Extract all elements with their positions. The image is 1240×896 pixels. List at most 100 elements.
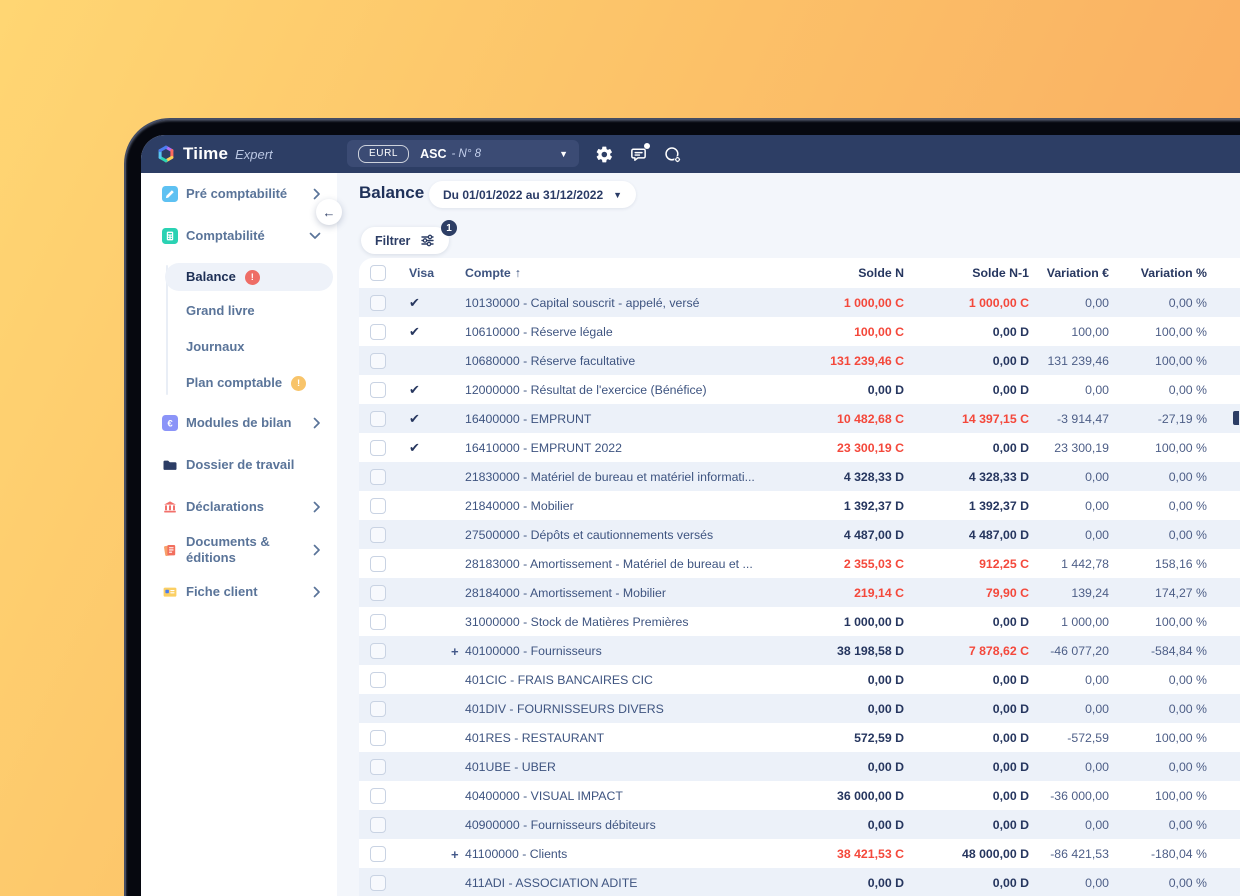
row-checkbox[interactable] xyxy=(370,294,386,311)
column-header-solde-n[interactable]: Solde N xyxy=(858,266,904,280)
row-checkbox[interactable] xyxy=(370,816,386,833)
clipped-column-fragment xyxy=(1233,411,1239,425)
account-label: 31000000 - Stock de Matières Premières xyxy=(465,614,689,629)
sidebar-collapse-button[interactable]: ← xyxy=(316,199,342,225)
period-selector[interactable]: Du 01/01/2022 au 31/12/2022 ▼ xyxy=(429,181,637,208)
table-row[interactable]: ✔ 16410000 - EMPRUNT 2022 23 300,19 C 0,00 … xyxy=(359,433,1240,462)
help-icon[interactable] xyxy=(663,145,682,164)
row-checkbox[interactable] xyxy=(370,439,386,456)
table-row[interactable]: 411ADI - ASSOCIATION ADITE 0,00 D 0,00 D 0,… xyxy=(359,868,1240,896)
row-checkbox[interactable] xyxy=(370,787,386,804)
sidebar-item-pre-comptabilite[interactable]: Pré comptabilité xyxy=(141,180,337,208)
row-checkbox[interactable] xyxy=(370,381,386,398)
sidebar-item-label: Documents & éditions xyxy=(186,533,270,565)
variation-eur: -86 421,53 xyxy=(1050,846,1109,861)
table-row[interactable]: 31000000 - Stock de Matières Premières 1 … xyxy=(359,607,1240,636)
table-row[interactable]: 28184000 - Amortissement - Mobilier 219,1… xyxy=(359,578,1240,607)
table-row[interactable]: +40100000 - Fournisseurs 38 198,58 D 7 878… xyxy=(359,636,1240,665)
table-row[interactable]: 401RES - RESTAURANT 572,59 D 0,00 D -572,59… xyxy=(359,723,1240,752)
row-checkbox[interactable] xyxy=(370,700,386,717)
variation-eur: 0,00 xyxy=(1085,672,1109,687)
row-checkbox[interactable] xyxy=(370,671,386,688)
column-header-variation-pct[interactable]: Variation % xyxy=(1140,266,1207,280)
account-label: 21830000 - Matériel de bureau et matérie… xyxy=(465,469,755,484)
company-switcher[interactable]: EURL ASC - N° 8 ▼ xyxy=(347,140,579,167)
sidebar-item-label: Modules de bilan xyxy=(186,414,292,430)
sidebar-item-grand-livre[interactable]: Grand livre xyxy=(141,297,337,325)
sidebar-item-label: Comptabilité xyxy=(186,227,265,243)
account-label: +41100000 - Clients xyxy=(451,846,568,861)
settings-icon[interactable] xyxy=(595,145,614,164)
row-checkbox[interactable] xyxy=(370,555,386,572)
row-checkbox[interactable] xyxy=(370,584,386,601)
brand-suffix: Expert xyxy=(235,146,273,162)
visa-check-icon: ✔ xyxy=(409,323,420,339)
variation-eur: -36 000,00 xyxy=(1050,788,1109,803)
row-checkbox[interactable] xyxy=(370,642,386,659)
table-row[interactable]: +41100000 - Clients 38 421,53 C 48 000,00 … xyxy=(359,839,1240,868)
filter-button[interactable]: Filtrer xyxy=(361,227,450,254)
row-checkbox[interactable] xyxy=(370,410,386,427)
sidebar-item-dossier-de-travail[interactable]: Dossier de travail xyxy=(141,451,337,479)
sidebar-item-comptabilite[interactable]: Comptabilité xyxy=(141,222,337,250)
expand-plus-icon[interactable]: + xyxy=(451,643,459,658)
table-row[interactable]: 40400000 - VISUAL IMPACT 36 000,00 D 0,00 … xyxy=(359,781,1240,810)
account-label: 401DIV - FOURNISSEURS DIVERS xyxy=(465,701,664,716)
table-row[interactable]: 21840000 - Mobilier 1 392,37 D 1 392,37 D 0… xyxy=(359,491,1240,520)
column-header-variation-eur[interactable]: Variation € xyxy=(1046,266,1109,280)
column-header-visa[interactable]: Visa xyxy=(409,266,435,280)
variation-eur: 0,00 xyxy=(1085,817,1109,832)
account-label: 401RES - RESTAURANT xyxy=(465,730,605,745)
table-row[interactable]: ✔ 10610000 - Réserve légale 100,00 C 0,00 D… xyxy=(359,317,1240,346)
sidebar-item-balance[interactable]: Balance! xyxy=(141,263,337,291)
table-row[interactable]: ✔ 10130000 - Capital souscrit - appelé, v… xyxy=(359,288,1240,317)
row-checkbox[interactable] xyxy=(370,323,386,340)
column-header-compte[interactable]: Compte ↑ xyxy=(465,266,521,280)
row-checkbox[interactable] xyxy=(370,845,386,862)
row-checkbox[interactable] xyxy=(370,352,386,369)
solde-n: 4 328,33 D xyxy=(843,469,904,484)
variation-pct: 0,00 % xyxy=(1168,382,1207,397)
variation-pct: 100,00 % xyxy=(1155,614,1207,629)
tiime-logo-icon xyxy=(158,145,174,163)
row-checkbox[interactable] xyxy=(370,526,386,543)
row-checkbox[interactable] xyxy=(370,729,386,746)
visa-cell: ✔ xyxy=(397,439,449,457)
solde-n-1: 7 878,62 C xyxy=(968,643,1029,658)
table-row[interactable]: 27500000 - Dépôts et cautionnements vers… xyxy=(359,520,1240,549)
variation-pct: 100,00 % xyxy=(1155,324,1207,339)
table-row[interactable]: 21830000 - Matériel de bureau et matérie… xyxy=(359,462,1240,491)
sidebar-item-modules-de-bilan[interactable]: € Modules de bilan xyxy=(141,409,337,437)
table-row[interactable]: 40900000 - Fournisseurs débiteurs 0,00 D 0… xyxy=(359,810,1240,839)
account-label: 12000000 - Résultat de l'exercice (Bénéf… xyxy=(465,382,707,397)
table-row[interactable]: ✔ 16400000 - EMPRUNT 10 482,68 C 14 397,15 … xyxy=(359,404,1240,433)
row-checkbox[interactable] xyxy=(370,468,386,485)
solde-n-1: 0,00 D xyxy=(992,440,1029,455)
table-row[interactable]: 401CIC - FRAIS BANCAIRES CIC 0,00 D 0,00 D… xyxy=(359,665,1240,694)
variation-eur: 0,00 xyxy=(1085,701,1109,716)
table-row[interactable]: 10680000 - Réserve facultative 131 239,46… xyxy=(359,346,1240,375)
table-row[interactable]: 28183000 - Amortissement - Matériel de b… xyxy=(359,549,1240,578)
variation-eur: 0,00 xyxy=(1085,469,1109,484)
variation-eur: 131 239,46 xyxy=(1047,353,1109,368)
table-row[interactable]: 401UBE - UBER 0,00 D 0,00 D 0,00 0,00 % xyxy=(359,752,1240,781)
chevron-down-icon: ▼ xyxy=(559,148,568,159)
sidebar-item-label: Balance xyxy=(186,268,236,284)
table-row[interactable]: ✔ 12000000 - Résultat de l'exercice (Béné… xyxy=(359,375,1240,404)
select-all-checkbox[interactable] xyxy=(370,265,386,281)
sidebar-item-documents-editions[interactable]: Documents & éditions xyxy=(141,531,337,569)
row-checkbox[interactable] xyxy=(370,758,386,775)
sidebar-item-declarations[interactable]: Déclarations xyxy=(141,493,337,521)
expand-plus-icon[interactable]: + xyxy=(451,846,459,861)
variation-eur: -46 077,20 xyxy=(1050,643,1109,658)
sidebar-item-plan-comptable[interactable]: Plan comptable! xyxy=(141,369,337,397)
row-checkbox[interactable] xyxy=(370,874,386,891)
sidebar-item-journaux[interactable]: Journaux xyxy=(141,333,337,361)
table-row[interactable]: 401DIV - FOURNISSEURS DIVERS 0,00 D 0,00 D… xyxy=(359,694,1240,723)
bank-icon xyxy=(162,499,178,515)
column-header-solde-n1[interactable]: Solde N-1 xyxy=(972,266,1029,280)
row-checkbox[interactable] xyxy=(370,613,386,630)
row-checkbox[interactable] xyxy=(370,497,386,514)
sidebar-item-fiche-client[interactable]: Fiche client xyxy=(141,578,337,606)
messages-icon[interactable] xyxy=(629,143,650,164)
